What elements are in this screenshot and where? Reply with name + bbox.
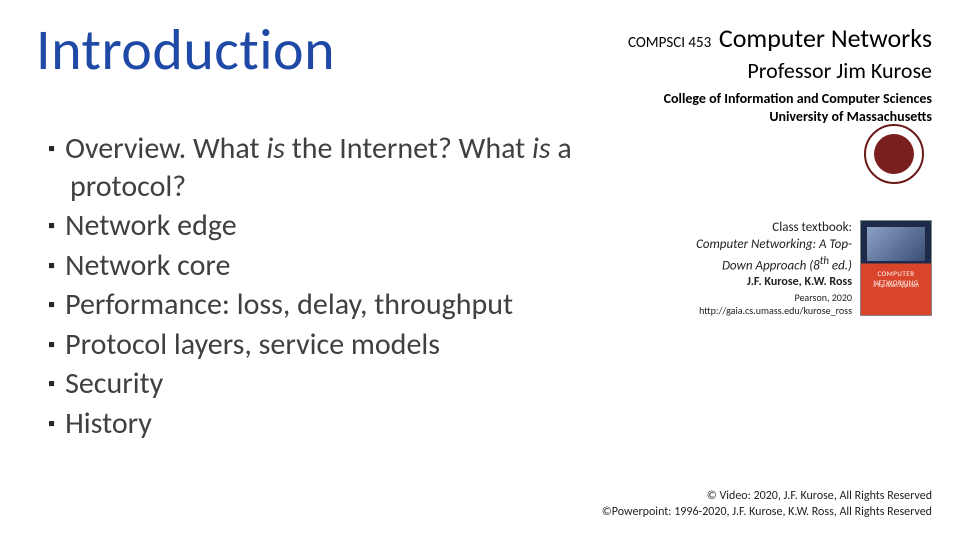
- course-line: COMPSCI 453 Computer Networks: [628, 22, 932, 55]
- textbook-authors: J.F. Kurose, K.W. Ross: [696, 275, 852, 291]
- topic-list: Overview. What is the Internet? What is …: [48, 130, 638, 444]
- copyright-block: © Video: 2020, J.F. Kurose, All Rights R…: [602, 488, 932, 520]
- topic-item: Overview. What is the Internet? What is …: [48, 130, 638, 205]
- topic-item: Protocol layers, service models: [48, 326, 638, 364]
- course-name: Computer Networks: [719, 22, 932, 55]
- textbook-title: Computer Networking: A Top- Down Approac…: [696, 237, 852, 275]
- topic-item: Network edge: [48, 207, 638, 245]
- slide-title: Introduction: [36, 14, 335, 85]
- textbook-url: http://gaia.cs.umass.edu/kurose_ross: [696, 304, 852, 317]
- textbook-text: Class textbook: Computer Networking: A T…: [696, 220, 852, 317]
- textbook-publisher: Pearson, 2020: [696, 291, 852, 304]
- topic-item: Network core: [48, 247, 638, 285]
- copyright-line-2: ©Powerpoint: 1996-2020, J.F. Kurose, K.W…: [602, 504, 932, 520]
- college-name: College of Information and Computer Scie…: [628, 90, 932, 108]
- book-cover-icon: COMPUTER NETWORKING A Top-Down Approach: [860, 220, 932, 316]
- university-seal-icon: [864, 124, 924, 184]
- course-header: COMPSCI 453 Computer Networks Professor …: [628, 22, 932, 125]
- topic-item: Performance: loss, delay, throughput: [48, 286, 638, 324]
- professor-name: Professor Jim Kurose: [628, 57, 932, 85]
- copyright-line-1: © Video: 2020, J.F. Kurose, All Rights R…: [602, 488, 932, 504]
- textbook-block: Class textbook: Computer Networking: A T…: [602, 220, 932, 317]
- textbook-label: Class textbook:: [696, 220, 852, 237]
- topic-item: History: [48, 405, 638, 443]
- topic-item: Security: [48, 365, 638, 403]
- university-name: University of Massachusetts: [628, 108, 932, 126]
- course-code: COMPSCI 453: [628, 34, 711, 53]
- slide: Introduction COMPSCI 453 Computer Networ…: [0, 0, 960, 540]
